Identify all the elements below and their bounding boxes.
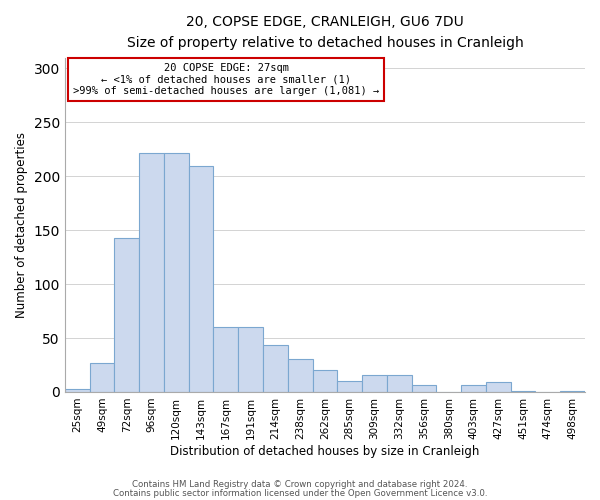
- Bar: [486, 382, 511, 392]
- Bar: [288, 358, 313, 392]
- Bar: [115, 238, 139, 392]
- Bar: [362, 374, 387, 392]
- X-axis label: Distribution of detached houses by size in Cranleigh: Distribution of detached houses by size …: [170, 444, 479, 458]
- Title: 20, COPSE EDGE, CRANLEIGH, GU6 7DU
Size of property relative to detached houses : 20, COPSE EDGE, CRANLEIGH, GU6 7DU Size …: [127, 15, 523, 50]
- Bar: [164, 152, 188, 392]
- Bar: [188, 166, 214, 392]
- Bar: [387, 374, 412, 392]
- Bar: [313, 370, 337, 392]
- Text: Contains public sector information licensed under the Open Government Licence v3: Contains public sector information licen…: [113, 489, 487, 498]
- Bar: [412, 386, 436, 392]
- Bar: [263, 344, 288, 392]
- Bar: [461, 386, 486, 392]
- Bar: [89, 363, 115, 392]
- Y-axis label: Number of detached properties: Number of detached properties: [15, 132, 28, 318]
- Bar: [214, 328, 238, 392]
- Bar: [511, 391, 535, 392]
- Bar: [337, 381, 362, 392]
- Bar: [139, 152, 164, 392]
- Bar: [560, 391, 585, 392]
- Text: 20 COPSE EDGE: 27sqm
← <1% of detached houses are smaller (1)
>99% of semi-detac: 20 COPSE EDGE: 27sqm ← <1% of detached h…: [73, 62, 379, 96]
- Text: Contains HM Land Registry data © Crown copyright and database right 2024.: Contains HM Land Registry data © Crown c…: [132, 480, 468, 489]
- Bar: [238, 328, 263, 392]
- Bar: [65, 388, 89, 392]
